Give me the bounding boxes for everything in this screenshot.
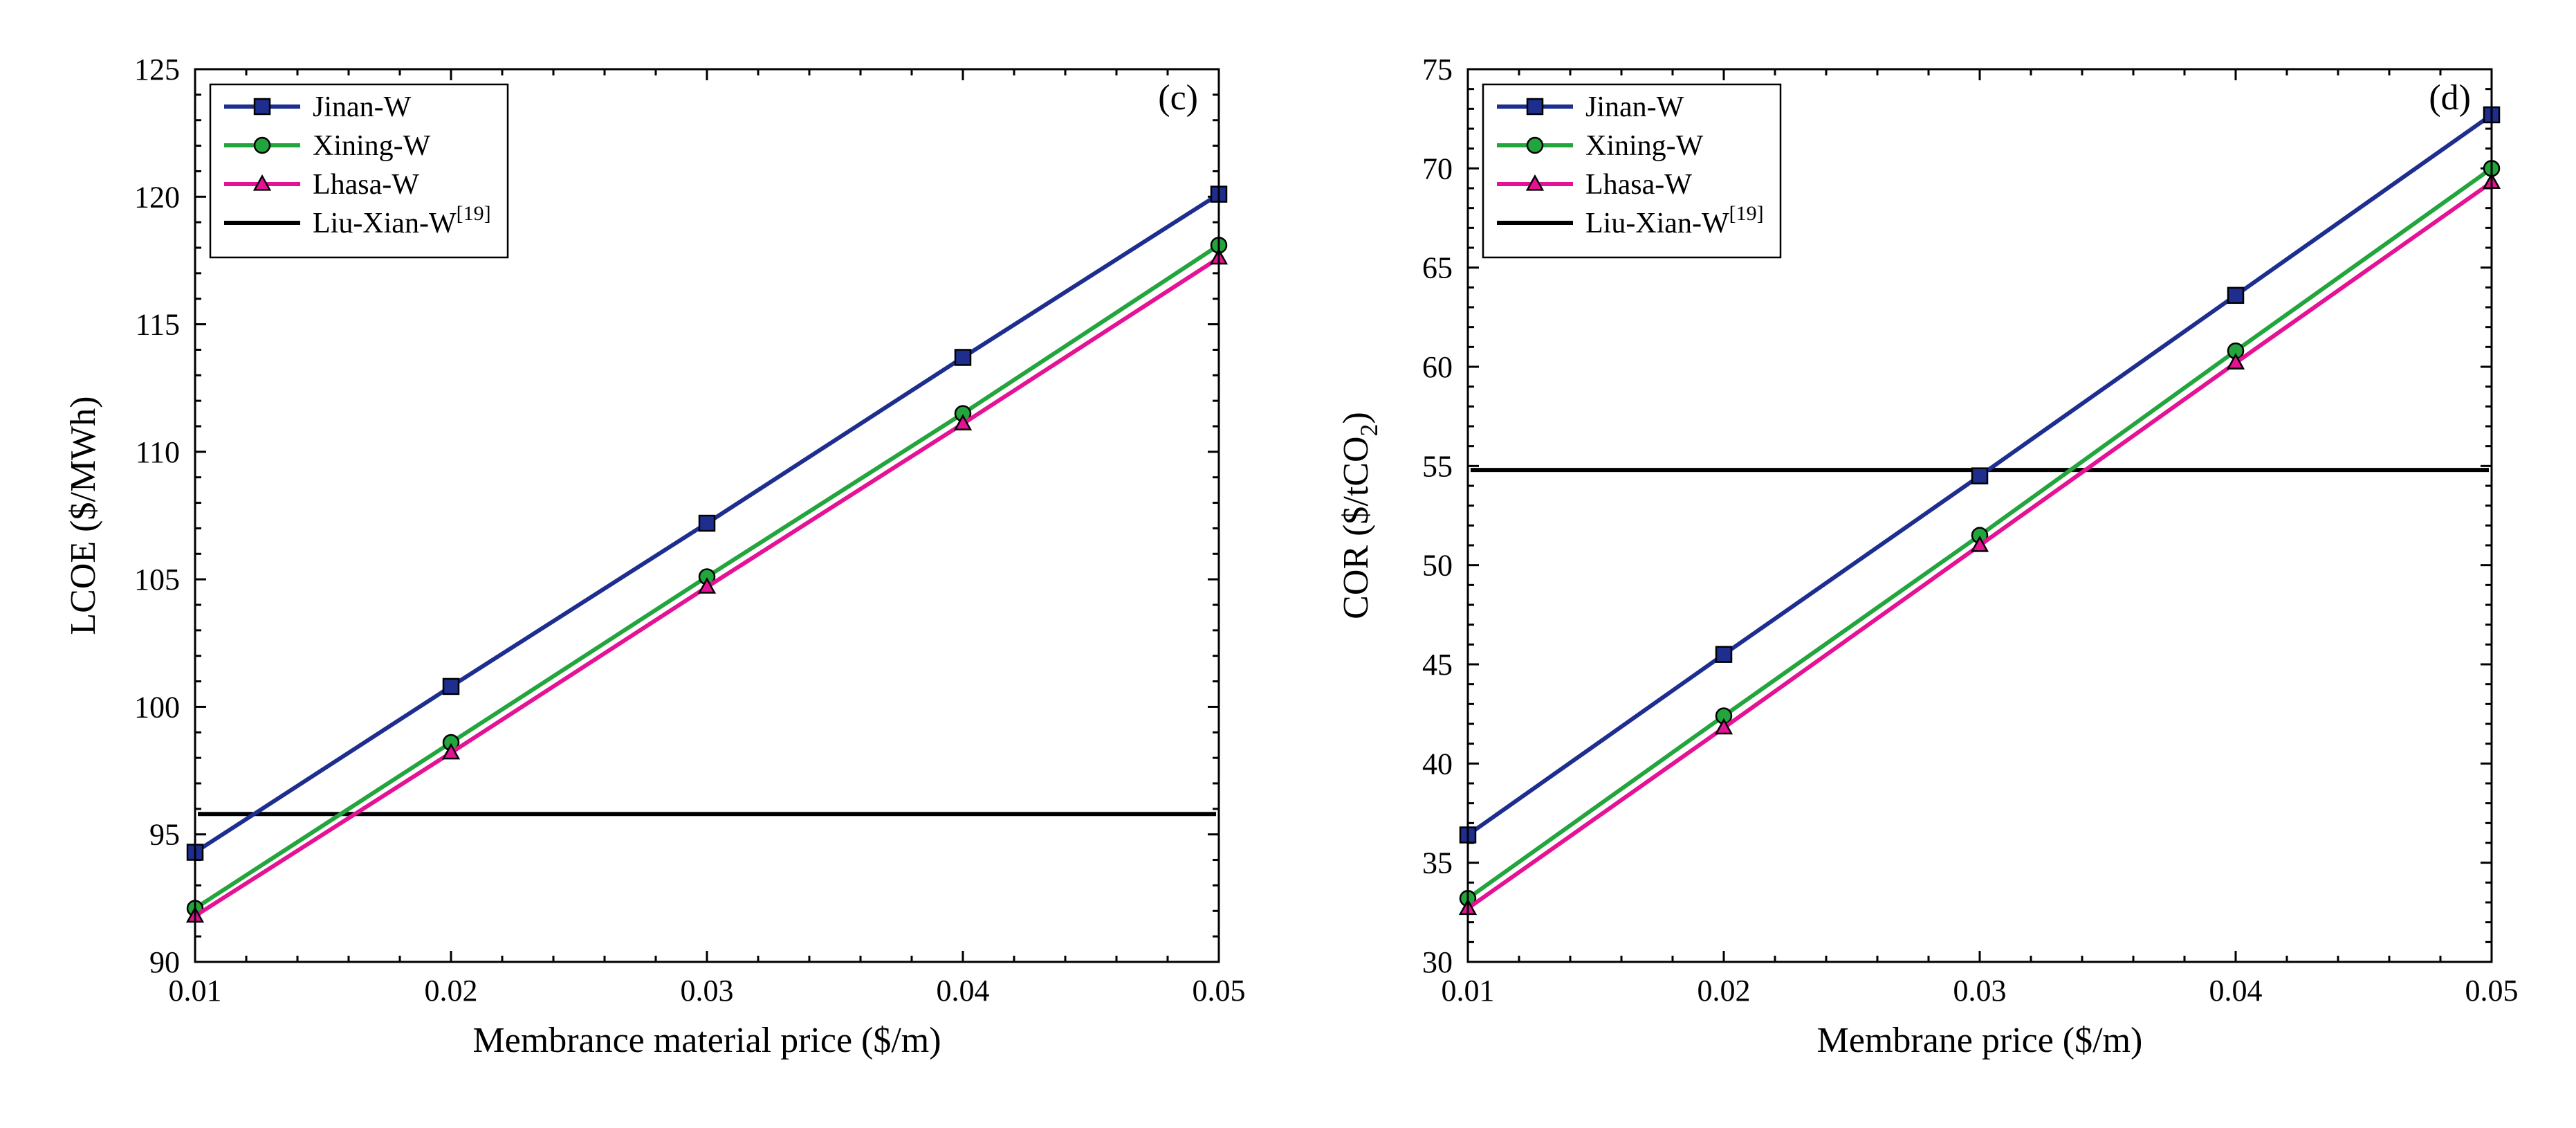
x-axis-title: Membrane price ($/m) (1817, 1021, 2143, 1060)
y-tick-label: 45 (1422, 648, 1453, 682)
panel-c: 0.010.020.030.040.0590951001051101151201… (36, 28, 1267, 1107)
series-marker-jinan (699, 516, 715, 531)
series-marker-jinan (2228, 288, 2243, 303)
x-tick-label: 0.04 (937, 974, 990, 1008)
y-tick-label: 60 (1422, 350, 1453, 384)
legend-swatch-marker (255, 138, 270, 153)
y-tick-label: 55 (1422, 449, 1453, 483)
legend-label: Xining-W (313, 130, 431, 162)
chart-right: 0.010.020.030.040.0530354045505560657075… (1309, 28, 2540, 1107)
y-tick-label: 40 (1422, 747, 1453, 781)
y-tick-label: 125 (134, 53, 180, 87)
y-tick-label: 100 (134, 690, 180, 724)
y-tick-label: 110 (136, 435, 180, 469)
x-tick-label: 0.04 (2209, 974, 2263, 1008)
series-marker-jinan (955, 349, 970, 365)
y-axis-title: COR ($/tCO2) (1336, 412, 1383, 619)
x-axis-title: Membrance material price ($/m) (472, 1021, 941, 1060)
x-tick-label: 0.03 (1953, 974, 2007, 1008)
figure-row: 0.010.020.030.040.0590951001051101151201… (0, 0, 2576, 1128)
y-tick-label: 95 (149, 818, 180, 852)
series-marker-jinan (1716, 647, 1731, 662)
legend-label: Jinan-W (313, 91, 412, 123)
y-tick-label: 35 (1422, 846, 1453, 880)
x-tick-label: 0.05 (2465, 974, 2519, 1008)
y-tick-label: 120 (134, 180, 180, 214)
y-tick-label: 65 (1422, 251, 1453, 285)
legend-swatch-marker (255, 99, 270, 114)
panel-tag: (d) (2429, 78, 2471, 118)
series-marker-jinan (1972, 469, 1987, 484)
y-tick-label: 70 (1422, 152, 1453, 185)
legend-swatch-marker (1527, 99, 1543, 114)
x-tick-label: 0.02 (1698, 974, 1751, 1008)
chart-left: 0.010.020.030.040.0590951001051101151201… (36, 28, 1267, 1107)
y-axis-title: LCOE ($/MWh) (64, 396, 103, 635)
legend-label: Lhasa-W (1585, 169, 1692, 201)
legend-label: Xining-W (1585, 130, 1704, 162)
panel-d: 0.010.020.030.040.0530354045505560657075… (1309, 28, 2540, 1107)
y-tick-label: 75 (1422, 53, 1453, 87)
legend-swatch-marker (1527, 138, 1543, 153)
x-tick-label: 0.03 (681, 974, 734, 1008)
y-tick-label: 90 (149, 945, 180, 979)
y-tick-label: 50 (1422, 549, 1453, 583)
y-tick-label: 30 (1422, 945, 1453, 979)
series-marker-jinan (443, 679, 459, 694)
y-tick-label: 105 (134, 563, 180, 597)
legend-label: Lhasa-W (313, 169, 419, 201)
x-tick-label: 0.02 (425, 974, 478, 1008)
x-tick-label: 0.05 (1193, 974, 1246, 1008)
legend-label: Jinan-W (1585, 91, 1684, 123)
y-tick-label: 115 (136, 308, 180, 342)
panel-tag: (c) (1158, 78, 1198, 118)
